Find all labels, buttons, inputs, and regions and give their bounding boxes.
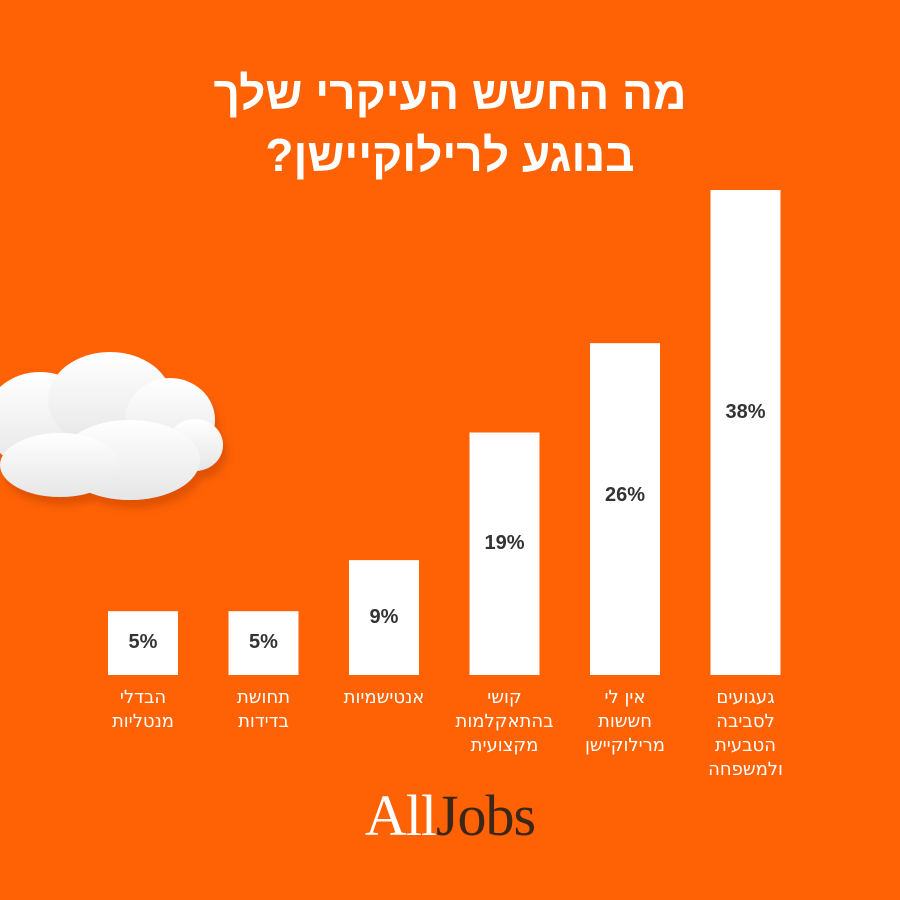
logo-part: Jobs	[435, 783, 536, 848]
category-label: הבדלי מנטליות	[111, 687, 175, 732]
logo-part: All	[364, 783, 437, 848]
bar	[349, 560, 419, 675]
logo: AllJobs	[0, 782, 900, 849]
chart-title: מה החשש העיקרי שלך בנוגע לרילוקיישן?	[213, 67, 687, 181]
value-label: 26%	[604, 483, 646, 506]
category-label: אנטישמיות	[343, 687, 425, 708]
value-label: 9%	[369, 605, 399, 628]
value-label: 5%	[249, 631, 278, 654]
category-label: תחושת בדידות	[236, 687, 291, 732]
category-label: געגועים לסביבה הטבעית ולמשפחה	[708, 687, 783, 780]
value-label: 5%	[128, 631, 158, 654]
bar	[710, 190, 781, 675]
category-label: אין לי חששות מרילוקיישן	[584, 687, 666, 756]
bar	[590, 343, 660, 675]
bar	[228, 611, 299, 675]
bar	[469, 432, 540, 675]
bar	[108, 611, 178, 675]
cloud	[0, 352, 223, 500]
category-label: קושי בהתאקלמות מקצועית	[455, 687, 554, 756]
value-label: 19%	[484, 532, 525, 555]
value-label: 38%	[725, 401, 766, 424]
